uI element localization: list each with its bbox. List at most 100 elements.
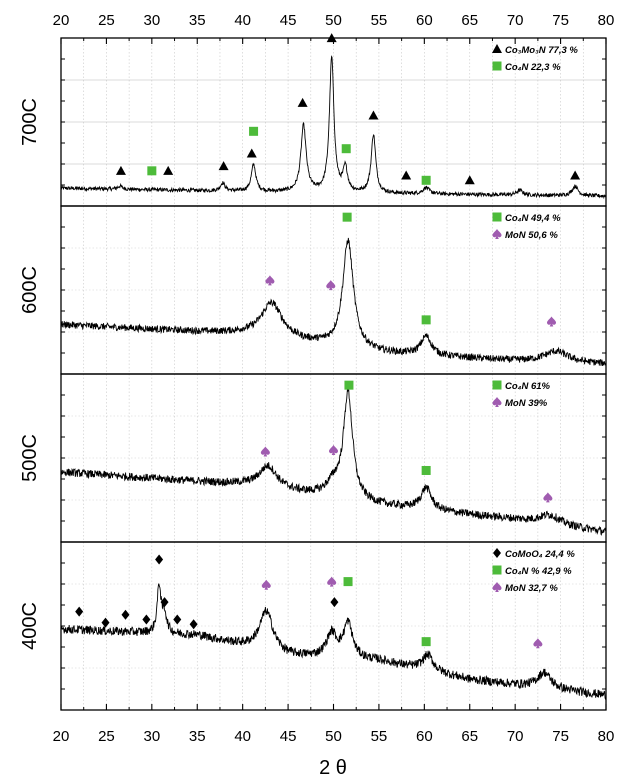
- panel-3-marker-mon: [533, 638, 543, 649]
- panel-1-legend-marker: [492, 212, 502, 222]
- x-tick-label-bottom: 70: [507, 728, 524, 745]
- x-tick-label-bottom: 60: [416, 728, 433, 745]
- panel-3-marker-comoo4: [121, 609, 130, 620]
- tick-layer: 20 20 25 25 30 30 35 35 40 40 45 45 50 50 55 55 60 60 65 65…: [53, 12, 615, 745]
- panel-3-marker-mon: [261, 579, 271, 590]
- x-tick-label-top: 25: [98, 12, 115, 29]
- panel-0-label: 700C: [19, 98, 41, 146]
- panel-3-legend-text: MoN 32,7 %: [505, 583, 558, 594]
- trace-layer: [60, 55, 607, 700]
- x-tick-label-top: 70: [507, 12, 524, 29]
- x-tick-label-bottom: 80: [598, 728, 615, 745]
- x-tick-label-bottom: 45: [280, 728, 297, 745]
- panel-0-marker-co4n: [341, 144, 351, 154]
- panel-0-legend-marker: [492, 44, 502, 53]
- panel-1-marker-mon: [546, 316, 557, 327]
- x-tick-label-top: 40: [234, 12, 251, 29]
- panel-2-legend-marker: [492, 397, 502, 407]
- legend-layer: Co₃Mo₃N 77,3 % Co₄N 22,3 % Co₄N 49,4 % MoN …: [492, 44, 578, 594]
- panel-2-trace: [60, 387, 607, 536]
- panel-3-marker-comoo4: [173, 614, 182, 625]
- x-tick-label-bottom: 30: [143, 728, 160, 745]
- x-tick-label-top: 45: [280, 12, 297, 29]
- panel-3-marker-co4n: [343, 577, 353, 587]
- panel-2-legend-text: MoN 39%: [505, 398, 548, 409]
- x-tick-label-top: 55: [371, 12, 388, 29]
- panel-0-marker-co3mo3n: [326, 33, 337, 43]
- panel-1-marker-co4n: [342, 212, 352, 222]
- panel-3-marker-comoo4: [142, 614, 151, 625]
- panel-0-marker-co3mo3n: [368, 110, 379, 120]
- panel-2-marker-mon: [260, 446, 270, 457]
- label-layer: 700C 600C 500C 400C: [19, 98, 41, 650]
- x-tick-label-bottom: 25: [98, 728, 115, 745]
- panel-3-legend-marker: [492, 565, 502, 575]
- panel-3-marker-comoo4: [75, 606, 84, 617]
- panel-0-trace: [60, 55, 607, 200]
- panel-3-trace: [60, 583, 607, 700]
- panel-2-marker-mon: [328, 444, 339, 455]
- grid-layer: [61, 38, 606, 710]
- panel-3-marker-comoo4: [101, 617, 110, 628]
- panel-1-grid: [61, 206, 606, 374]
- x-tick-label-bottom: 40: [234, 728, 251, 745]
- x-tick-label-top: 75: [552, 12, 569, 29]
- panel-1-legend-text: Co₄N 49,4 %: [505, 213, 561, 224]
- panel-1-legend-text: MoN 50,6 %: [505, 230, 558, 241]
- x-tick-label-top: 30: [143, 12, 160, 29]
- x-tick-label-top: 20: [53, 12, 70, 29]
- panel-0-marker-co3mo3n: [218, 161, 229, 171]
- panel-2-marker-mon: [543, 492, 553, 503]
- panel-0-marker-co3mo3n: [163, 165, 174, 175]
- panel-0-marker-co3mo3n: [246, 148, 257, 158]
- x-tick-label-bottom: 35: [189, 728, 206, 745]
- panel-2-label: 500C: [19, 434, 41, 482]
- panel-2-legend-marker: [492, 380, 502, 390]
- panel-0-marker-co3mo3n: [401, 170, 412, 180]
- panel-3-marker-comoo4: [330, 597, 339, 608]
- panel-0-marker-co4n: [147, 166, 157, 176]
- x-tick-label-top: 65: [461, 12, 478, 29]
- panel-2-legend-text: Co₄N 61%: [505, 381, 551, 392]
- panel-1-label: 600C: [19, 266, 41, 314]
- panel-1-legend-marker: [492, 229, 502, 239]
- panel-0-marker-co4n: [421, 175, 431, 185]
- panel-2-marker-co4n: [344, 380, 354, 390]
- panel-0-legend-text: Co₃Mo₃N 77,3 %: [505, 45, 578, 56]
- panel-0-marker-co3mo3n: [297, 97, 308, 107]
- panel-0-marker-co3mo3n: [115, 165, 126, 175]
- x-tick-label-bottom: 65: [461, 728, 478, 745]
- panel-0-legend-text: Co₄N 22,3 %: [505, 62, 561, 73]
- panel-3-legend-marker: [492, 582, 502, 592]
- panel-3-legend-text: Co₄N % 42,9 %: [505, 566, 572, 577]
- panel-3-legend-marker: [493, 548, 501, 558]
- panel-3-marker-comoo4: [160, 597, 169, 608]
- x-tick-label-bottom: 55: [371, 728, 388, 745]
- panel-1-marker-co4n: [421, 315, 431, 325]
- x-tick-label-top: 60: [416, 12, 433, 29]
- panel-0-marker-co4n: [249, 126, 259, 136]
- x-tick-label-top: 80: [598, 12, 615, 29]
- x-tick-label-bottom: 75: [552, 728, 569, 745]
- panel-2-marker-co4n: [421, 465, 431, 475]
- panel-0-marker-co3mo3n: [464, 175, 475, 185]
- panel-3-marker-co4n: [421, 637, 431, 647]
- x-tick-label-top: 35: [189, 12, 206, 29]
- panel-1-trace: [60, 237, 607, 367]
- panel-3-label: 400C: [19, 602, 41, 650]
- panel-0-grid: [61, 38, 606, 206]
- panel-1-marker-mon: [265, 275, 275, 286]
- x-axis-title: 2 θ: [319, 757, 347, 779]
- panel-3-marker-mon: [327, 576, 337, 587]
- panel-0-legend-marker: [492, 61, 502, 71]
- panel-3-marker-comoo4: [189, 619, 198, 630]
- x-tick-label-top: 50: [325, 12, 342, 29]
- x-tick-label-bottom: 20: [53, 728, 70, 745]
- panel-2-grid: [61, 374, 606, 542]
- panel-3-marker-comoo4: [155, 554, 164, 565]
- panel-1-marker-mon: [326, 280, 336, 291]
- x-tick-label-bottom: 50: [325, 728, 342, 745]
- panel-0-marker-co3mo3n: [570, 170, 581, 180]
- panel-3-legend-text: CoMoO₄ 24,4 %: [505, 549, 575, 560]
